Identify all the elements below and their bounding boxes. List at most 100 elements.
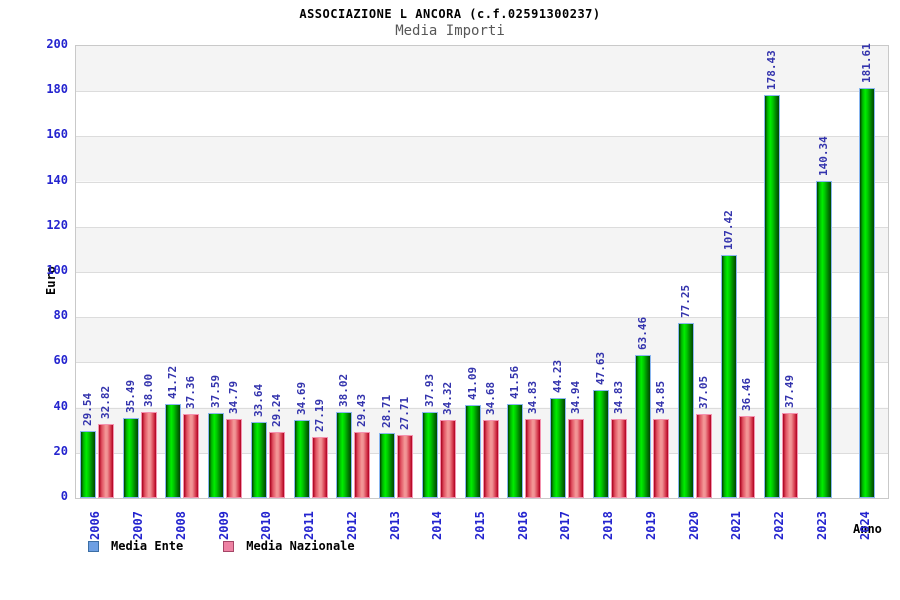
y-tick-label: 20 [53, 443, 68, 458]
media-nazionale-bar [97, 423, 114, 498]
bar-value-label: 77.25 [679, 285, 693, 319]
media-nazionale-bar [696, 414, 713, 498]
media-ente-swatch-icon [88, 540, 99, 552]
bar-value-label: 178.43 [764, 50, 778, 90]
bar-value-label: 29.54 [80, 393, 94, 427]
x-tick-label: 2006 [88, 511, 103, 540]
legend-item-media-ente: Media Ente [88, 539, 183, 553]
media-nazionale-bar [397, 435, 414, 498]
y-tick-label: 40 [53, 398, 68, 413]
x-tick-label: 2012 [344, 511, 359, 540]
y-tick-label: 160 [46, 127, 68, 142]
bar-value-label: 29.24 [269, 393, 283, 427]
bar-value-label: 37.93 [422, 374, 436, 408]
bar-value-label: 33.64 [251, 383, 265, 417]
x-tick-label: 2019 [643, 511, 658, 540]
bar-value-label: 34.79 [227, 381, 241, 415]
media-nazionale-bar [567, 419, 584, 498]
bar-value-label: 37.59 [209, 374, 223, 409]
media-nazionale-bar [781, 413, 798, 498]
media-nazionale-bar [653, 419, 670, 498]
media-ente-bar [336, 412, 353, 498]
media-ente-bar [549, 398, 566, 498]
x-tick-label: 2015 [473, 511, 487, 540]
bar-value-label: 34.69 [294, 381, 308, 415]
media-nazionale-bar [354, 431, 371, 498]
media-nazionale-bar [311, 436, 328, 498]
media-nazionale-bar [610, 419, 627, 498]
media-ente-bar [79, 431, 96, 498]
bar-value-label: 47.63 [593, 352, 607, 386]
bar-value-label: 107.42 [721, 210, 735, 251]
x-tick-label: 2010 [259, 511, 274, 540]
media-ente-bar [122, 417, 139, 498]
media-ente-bar [678, 323, 695, 498]
media-nazionale-bar [482, 419, 499, 498]
y-tick-label: 100 [46, 263, 68, 277]
media-ente-bar [165, 403, 182, 498]
chart-subtitle: Media Importi [395, 23, 505, 39]
bar-value-label: 35.49 [123, 379, 137, 413]
bar-value-label: 41.09 [465, 367, 479, 401]
bar-value-label: 37.49 [782, 375, 796, 409]
x-tick-label: 2023 [814, 511, 829, 540]
y-tick-label: 80 [53, 308, 68, 323]
media-ente-bar [858, 87, 875, 498]
gridline [76, 136, 888, 138]
x-tick-label: 2013 [387, 511, 402, 540]
x-tick-label: 2016 [515, 511, 530, 540]
media-nazionale-bar [268, 431, 285, 498]
legend-item-media-nazionale: Media Nazionale [223, 539, 355, 553]
media-nazionale-bar [226, 419, 243, 498]
bar-value-label: 38.02 [337, 373, 351, 408]
media-ente-bar [208, 413, 225, 498]
bar-value-label: 34.85 [654, 381, 668, 415]
media-nazionale-bar [439, 420, 456, 498]
bar-value-label: 34.94 [568, 380, 582, 415]
x-tick-label: 2008 [173, 511, 188, 540]
gridline [76, 272, 888, 273]
y-tick-label: 200 [46, 37, 68, 51]
bar-value-label: 29.43 [355, 393, 369, 427]
media-ente-bar [250, 421, 267, 498]
bar-value-label: 34.83 [611, 381, 625, 415]
legend-label-media-nazionale: Media Nazionale [246, 539, 355, 553]
bar-value-label: 28.71 [380, 395, 394, 429]
bar-value-label: 37.36 [184, 375, 198, 409]
media-ente-bar [763, 94, 780, 498]
media-ente-bar [464, 405, 481, 498]
media-ente-bar [720, 255, 737, 498]
bar-value-label: 41.72 [166, 365, 180, 399]
y-tick-label: 140 [46, 172, 68, 187]
x-tick-label: 2007 [131, 511, 146, 540]
gridline [76, 181, 888, 183]
gridline [76, 362, 888, 364]
bar-value-label: 27.19 [312, 398, 326, 432]
legend: Media Ente Media Nazionale [88, 539, 355, 553]
bar-value-label: 34.83 [526, 381, 540, 415]
bar-value-label: 44.23 [550, 359, 564, 394]
gridline [76, 452, 888, 454]
x-tick-label: 2009 [216, 511, 231, 540]
bar-value-label: 32.82 [98, 385, 112, 419]
bar-value-label: 38.00 [141, 374, 155, 408]
gridline [76, 407, 888, 409]
media-ente-bar [421, 412, 438, 498]
media-ente-bar [815, 180, 832, 498]
bar-value-label: 181.61 [859, 42, 873, 83]
plot-area: 29.54 32.82 35.49 38.00 41.72 37.36 37.59 34.79… [75, 42, 889, 499]
gridline [76, 226, 888, 228]
x-tick-label: 2018 [601, 511, 616, 540]
media-ente-bar [635, 354, 652, 498]
media-nazionale-swatch-icon [223, 540, 235, 552]
x-tick-label: 2021 [729, 511, 744, 540]
x-tick-label: 2014 [430, 511, 445, 540]
bar-value-label: 37.05 [697, 376, 711, 410]
media-nazionale-bar [738, 415, 755, 498]
bar-value-label: 27.71 [398, 397, 412, 431]
media-nazionale-bar [140, 412, 157, 498]
x-tick-label: 2011 [302, 511, 317, 540]
gridline [76, 317, 888, 319]
media-nazionale-bar [183, 413, 200, 498]
